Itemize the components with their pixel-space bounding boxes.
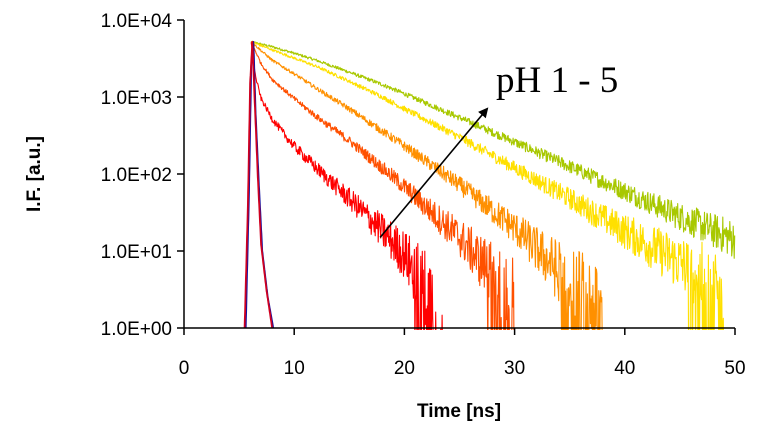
decay-trace-6 [250, 40, 736, 259]
y-tick-label: 1.0E+04 [101, 11, 173, 32]
decay-trace-4 [250, 40, 603, 330]
y-tick-label: 1.0E+00 [101, 319, 172, 340]
ticks: 1.0E+00 1.0E+01 1.0E+02 1.0E+03 1.0E+04 0 10 20… [101, 11, 746, 379]
y-tick-label: 1.0E+03 [101, 88, 172, 109]
decay-trace-2 [250, 42, 443, 330]
x-tick-label: 40 [614, 358, 635, 379]
x-axis-title: Time [ns] [417, 401, 501, 422]
x-tick-label: 50 [724, 358, 745, 379]
ph-annotation-label: pH 1 - 5 [496, 60, 618, 101]
x-tick-label: 0 [179, 358, 190, 379]
x-tick-label: 10 [284, 358, 305, 379]
irf-trace-0 [243, 41, 274, 329]
x-tick-label: 20 [394, 358, 415, 379]
decay-trace-3 [250, 41, 515, 330]
decay-trace-5 [250, 40, 725, 330]
y-tick-label: 1.0E+02 [101, 165, 172, 186]
annotation: pH 1 - 5 [379, 60, 618, 238]
y-tick-label: 1.0E+01 [101, 242, 172, 263]
x-tick-label: 30 [504, 358, 525, 379]
series-layer [243, 40, 736, 330]
y-axis-title: I.F. [a.u.] [24, 136, 45, 212]
ph-arrow [379, 107, 489, 238]
